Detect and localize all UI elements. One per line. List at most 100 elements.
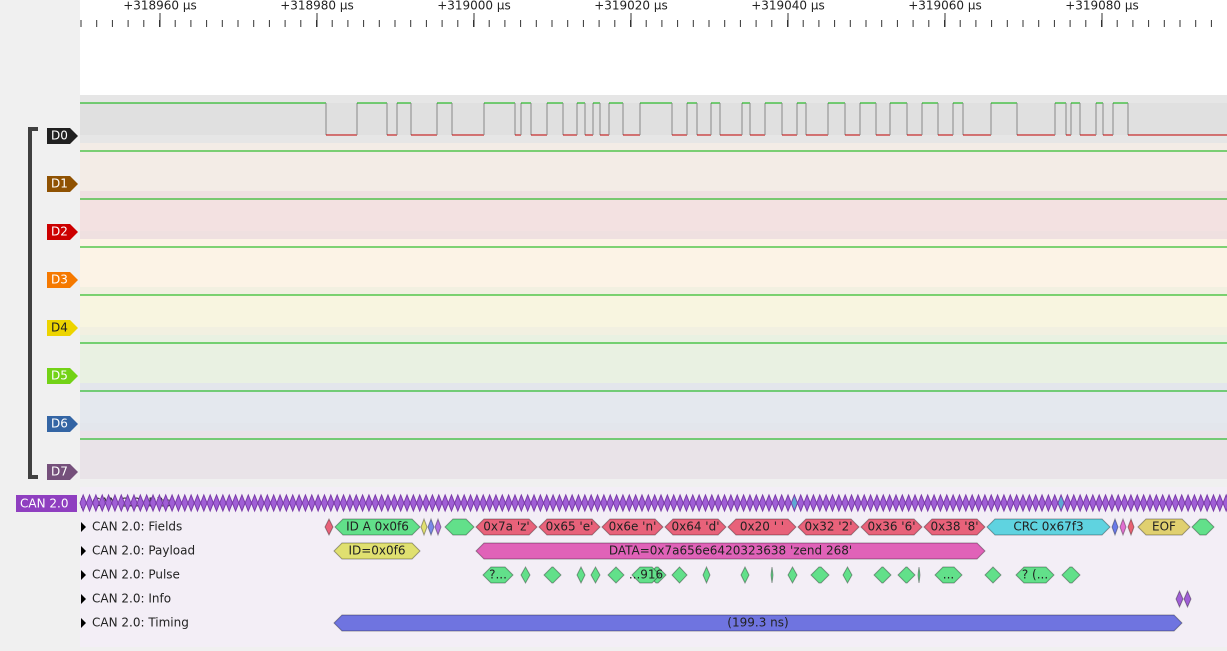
annotation-label: 0x20 ' ' <box>740 520 784 534</box>
annotation <box>334 518 421 536</box>
annotation <box>427 517 435 537</box>
ruler-label: +318980 µs <box>280 0 354 13</box>
channel-row-band <box>80 439 1227 471</box>
row-expander[interactable] <box>81 570 86 580</box>
annotation <box>1183 589 1192 609</box>
annotation <box>482 566 514 584</box>
annotation <box>475 542 986 560</box>
channel-tag[interactable] <box>47 368 78 384</box>
annotation <box>607 566 625 584</box>
channel-row-band <box>80 199 1227 231</box>
row-expander[interactable] <box>81 594 86 604</box>
annotation <box>860 518 923 536</box>
annotation-label: 0x6e 'n' <box>609 520 657 534</box>
channel-name: D3 <box>51 273 68 287</box>
annotation <box>810 566 830 584</box>
annotation <box>740 565 750 585</box>
channel-name: D2 <box>51 225 68 239</box>
channel-name: D0 <box>51 129 68 143</box>
annotation <box>923 518 986 536</box>
annotation <box>601 518 664 536</box>
channel-name: D1 <box>51 177 68 191</box>
annotation <box>576 565 586 585</box>
annotation-label: ... <box>943 568 954 582</box>
ruler-label: +318960 µs <box>123 0 197 13</box>
ruler-label: +319040 µs <box>751 0 825 13</box>
annotation-label: 0x36 '6' <box>867 520 915 534</box>
channel-tag[interactable] <box>47 320 78 336</box>
ruler-label: +319000 µs <box>437 0 511 13</box>
annotation <box>324 517 334 537</box>
annotation <box>702 565 711 585</box>
annotation <box>934 566 963 584</box>
channel-name: D6 <box>51 417 68 431</box>
channel-name: D4 <box>51 321 68 335</box>
annotation <box>727 518 797 536</box>
channel-row-band <box>80 391 1227 423</box>
annotation <box>671 566 688 584</box>
annotation <box>842 565 853 585</box>
annotation <box>984 566 1002 584</box>
annotation <box>333 542 421 560</box>
annotation-label: CRC 0x67f3 <box>1013 520 1083 534</box>
annotation-label: ID=0x0f6 <box>348 544 405 558</box>
annotation <box>444 518 475 536</box>
annotation <box>770 566 774 584</box>
row-expander[interactable] <box>81 618 86 628</box>
annotation <box>1137 518 1191 536</box>
channel-tag[interactable] <box>47 128 78 144</box>
annotation-label: EOF <box>1152 520 1176 534</box>
blank-area <box>80 27 1227 95</box>
annotation <box>917 566 921 584</box>
ruler-label: +319080 µs <box>1065 0 1139 13</box>
channel-name: D7 <box>51 465 68 479</box>
channel-tag[interactable] <box>47 176 78 192</box>
annotation <box>1061 566 1081 584</box>
annotation <box>475 518 538 536</box>
annotation-label: 0x64 'd' <box>671 520 719 534</box>
decoder-row-name: CAN 2.0: Info <box>92 592 171 606</box>
annotation-label: ? (... <box>1022 568 1048 582</box>
annotation <box>897 566 916 584</box>
annotation <box>1127 517 1135 537</box>
annotation-label: ?... <box>489 568 507 582</box>
channel-tag[interactable] <box>47 224 78 240</box>
decoder-row-name: CAN 2.0: Pulse <box>92 568 180 582</box>
annotation <box>986 518 1111 536</box>
decoder-row-name: CAN 2.0: Timing <box>92 616 189 630</box>
annotation-label: ID A 0x0f6 <box>346 520 409 534</box>
ruler <box>80 0 1227 27</box>
channel-tag[interactable] <box>47 464 78 480</box>
annotation-label: 0x38 '8' <box>930 520 978 534</box>
annotation <box>873 566 892 584</box>
annotation-label: DATA=0x7a656e6420323638 'zend 268' <box>609 544 852 558</box>
row-expander[interactable] <box>81 546 86 556</box>
channel-tag[interactable] <box>47 272 78 288</box>
annotation-label: 0x32 '2' <box>804 520 852 534</box>
ruler-label: +319060 µs <box>908 0 982 13</box>
annotation <box>333 614 1183 632</box>
annotation <box>1175 589 1184 609</box>
annotation-label: ...916 <box>629 568 663 582</box>
decoder-tag <box>16 495 77 512</box>
annotation <box>434 517 442 537</box>
channel-name: D5 <box>51 369 68 383</box>
ruler-label: +319020 µs <box>594 0 668 13</box>
bit-annotation <box>1222 493 1227 513</box>
annotation <box>787 565 798 585</box>
annotation <box>538 518 601 536</box>
channel-tag[interactable] <box>47 416 78 432</box>
decoder-row-name: CAN 2.0: Fields <box>92 520 182 534</box>
annotation <box>631 566 661 584</box>
channel-row-band <box>80 103 1227 135</box>
row-expander[interactable] <box>81 522 86 532</box>
annotation <box>590 565 601 585</box>
channel-row-band <box>80 247 1227 279</box>
annotation-label: 0x65 'e' <box>546 520 594 534</box>
annotation <box>420 517 428 537</box>
annotation <box>1111 517 1119 537</box>
annotation-label: 0x7a 'z' <box>483 520 529 534</box>
annotation <box>1191 518 1215 536</box>
